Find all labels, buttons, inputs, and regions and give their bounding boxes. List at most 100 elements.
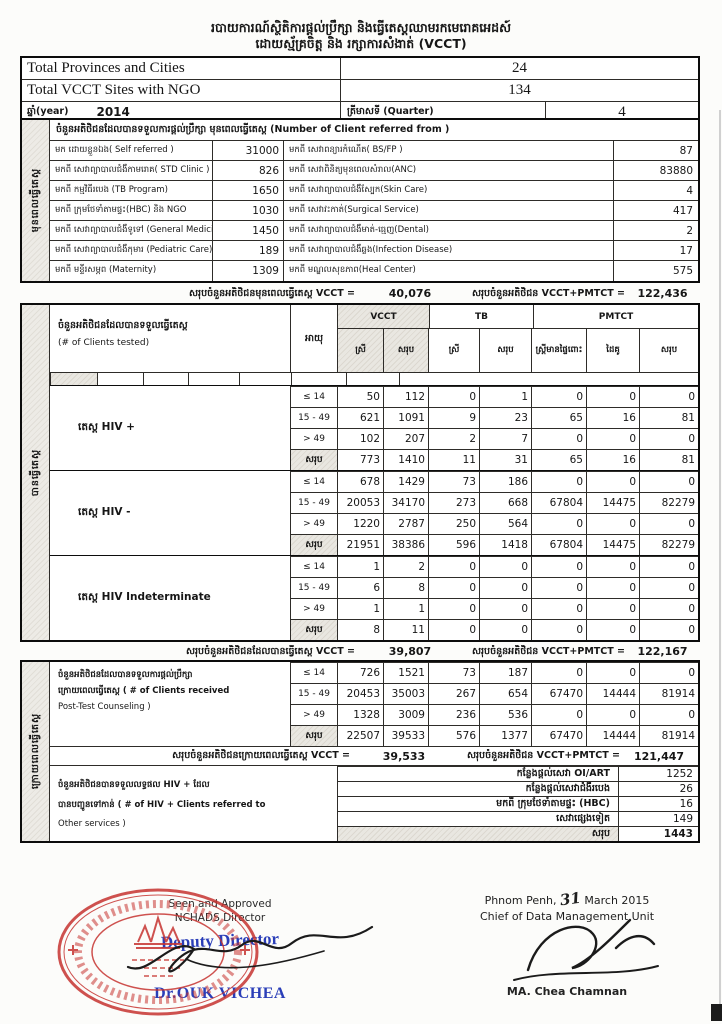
- value-cell: 0: [531, 429, 586, 449]
- certification-block: Phnom Penh, 31 March 2015 Chief of Data …: [452, 888, 682, 998]
- value-cell: 65: [531, 408, 586, 428]
- value-cell: 9: [428, 408, 479, 428]
- value-cell: 596: [428, 535, 479, 555]
- referral-row: មកពី មន្ទីរសម្ភព (Maternity) 1309 មកពី ម…: [50, 261, 698, 281]
- date-label: March 2015: [584, 894, 650, 907]
- referred-out-row: សេវាផ្សេងទៀត 149: [338, 811, 698, 826]
- value-cell: 82279: [639, 493, 698, 513]
- total-value: 1443: [618, 827, 698, 841]
- value-cell: 0: [479, 578, 531, 598]
- value-cell: 81914: [639, 684, 698, 704]
- page-title-line1: របាយការណ៍ស្ថិតិការផ្តល់ប្រឹក្សា និងធ្វើត…: [210, 20, 511, 35]
- value-cell: 11: [428, 450, 479, 470]
- referral-source-label: មកពី មន្ទីរសម្ភព (Maternity): [55, 265, 157, 275]
- referral-count: 1650: [212, 181, 283, 200]
- program-group-header: VCCT: [337, 305, 429, 328]
- info-value: 24: [340, 58, 698, 79]
- value-cell: 0: [479, 620, 531, 640]
- service-count: 149: [618, 812, 698, 826]
- age-column-header: អាយុ: [290, 305, 337, 372]
- value-cell: 0: [428, 578, 479, 598]
- value-cell: 0: [586, 472, 639, 492]
- value-cell: 0: [639, 472, 698, 492]
- value-cell: 0: [639, 599, 698, 619]
- tested-table-header: ចំនួនអតិថិជនដែលបានទទួលធ្វើតេស្ត (# of Cl…: [50, 305, 698, 373]
- referral-count: 826: [212, 161, 283, 180]
- value-cell: 0: [639, 557, 698, 577]
- value-cell: 726: [337, 663, 383, 683]
- value-cell: 0: [531, 599, 586, 619]
- value-cell: 1418: [479, 535, 531, 555]
- value-cell: 0: [639, 620, 698, 640]
- value-cell: 250: [428, 514, 479, 534]
- service-count: 1252: [618, 767, 698, 781]
- data-row: សរុប 22507 39533 576 1377 67470 14444 81914: [290, 725, 698, 746]
- value-cell: 0: [586, 663, 639, 683]
- value-cell: 67470: [531, 726, 586, 746]
- hiv-result-label: តេស្ត HIV +: [78, 420, 135, 433]
- value-cell: 0: [531, 557, 586, 577]
- age-cell: > 49: [290, 514, 337, 534]
- posttest-section: ក្រោយពេលធ្វើតេស្ត ចំនួនអតិថិជនដែលបានទទួល…: [20, 660, 700, 843]
- value-cell: 20453: [337, 684, 383, 704]
- referred-out-row: មកពី ក្រុមថែទាំតាមផ្ទះ (HBC) 16: [338, 796, 698, 811]
- value-cell: 16: [586, 408, 639, 428]
- referred-out-row: កន្លែងផ្តល់សេវាជំងឺរបេង 26: [338, 781, 698, 796]
- value-cell: 1429: [383, 472, 428, 492]
- referral-source-label: មកពី សេវាពិនិត្យមុនពេលសំរាល(ANC): [283, 161, 613, 180]
- referral-row: មកពី ក្រុមថែទាំតាមផ្ទះ(HBC) និង NGO 1030…: [50, 201, 698, 221]
- year-value: 2014: [96, 105, 130, 119]
- value-cell: 0: [586, 599, 639, 619]
- tested-column-label: ចំនួនអតិថិជនដែលបានទទួលធ្វើតេស្ត (# of Cl…: [58, 320, 188, 348]
- referral-row: មកពី កម្មវិធីរបេង (TB Program) 1650 មកពី…: [50, 181, 698, 201]
- age-cell: 15 - 49: [290, 493, 337, 513]
- value-cell: 14475: [586, 493, 639, 513]
- referral-count: 83880: [613, 161, 698, 180]
- value-cell: 23: [479, 408, 531, 428]
- director-name: Dr.OUK VICHEA: [154, 985, 286, 1002]
- value-cell: 0: [479, 557, 531, 577]
- summary-value: 39,807: [388, 645, 432, 658]
- value-cell: 0: [639, 387, 698, 407]
- place-label: Phnom Penh,: [484, 894, 557, 907]
- age-cell: សរុប: [290, 726, 337, 746]
- value-cell: 0: [531, 663, 586, 683]
- referred-out-total-row: សរុប 1443: [338, 826, 698, 841]
- value-cell: 73: [428, 663, 479, 683]
- value-cell: 112: [383, 387, 428, 407]
- service-count: 16: [618, 797, 698, 811]
- summary-label: សរុបចំនួនអតិថិជនមុនពេលធ្វើតេស្ត VCCT =: [189, 287, 355, 299]
- info-label: Total Provinces and Cities: [27, 60, 185, 76]
- value-cell: 38386: [383, 535, 428, 555]
- value-cell: 267: [428, 684, 479, 704]
- value-cell: 0: [586, 620, 639, 640]
- referral-source-label: មកពី សេវាព្យាបាលជំងឺឆ្លង(Infection Disea…: [283, 241, 613, 260]
- data-row: > 49 1220 2787 250 564 0 0 0: [290, 513, 698, 534]
- referral-count: 1030: [212, 201, 283, 220]
- age-cell: ≤ 14: [290, 663, 337, 683]
- value-cell: 0: [531, 705, 586, 725]
- value-cell: 0: [586, 429, 639, 449]
- value-cell: 31: [479, 450, 531, 470]
- value-cell: 536: [479, 705, 531, 725]
- age-cell: > 49: [290, 705, 337, 725]
- summary-posttest: សរុបចំនួនអតិថិជនក្រោយពេលធ្វើតេស្ត VCCT =…: [50, 746, 698, 765]
- referral-count: 4: [613, 181, 698, 200]
- value-cell: 0: [639, 663, 698, 683]
- quarter-label: ត្រីមាសទី (Quarter): [340, 102, 545, 122]
- summary-value: 121,447: [633, 749, 685, 763]
- data-row: > 49 1328 3009 236 536 0 0 0: [290, 704, 698, 725]
- year-quarter-row: ឆ្នាំ(year) 2014 ត្រីមាសទី (Quarter) 4: [22, 102, 698, 122]
- data-row: សរុប 8 11 0 0 0 0 0: [290, 619, 698, 640]
- service-label: កន្លែងផ្តល់សេវាជំងឺរបេង: [525, 783, 610, 794]
- value-cell: 3009: [383, 705, 428, 725]
- value-cell: 273: [428, 493, 479, 513]
- data-row: ≤ 14 726 1521 73 187 0 0 0: [290, 662, 698, 683]
- quarter-value: 4: [545, 102, 698, 122]
- value-cell: 0: [531, 472, 586, 492]
- referral-source-label: មកពី សេវាព្យាបាលជំងឺស្បែក(Skin Care): [283, 181, 613, 200]
- handwritten-day: 31: [558, 888, 583, 910]
- value-cell: 7: [479, 429, 531, 449]
